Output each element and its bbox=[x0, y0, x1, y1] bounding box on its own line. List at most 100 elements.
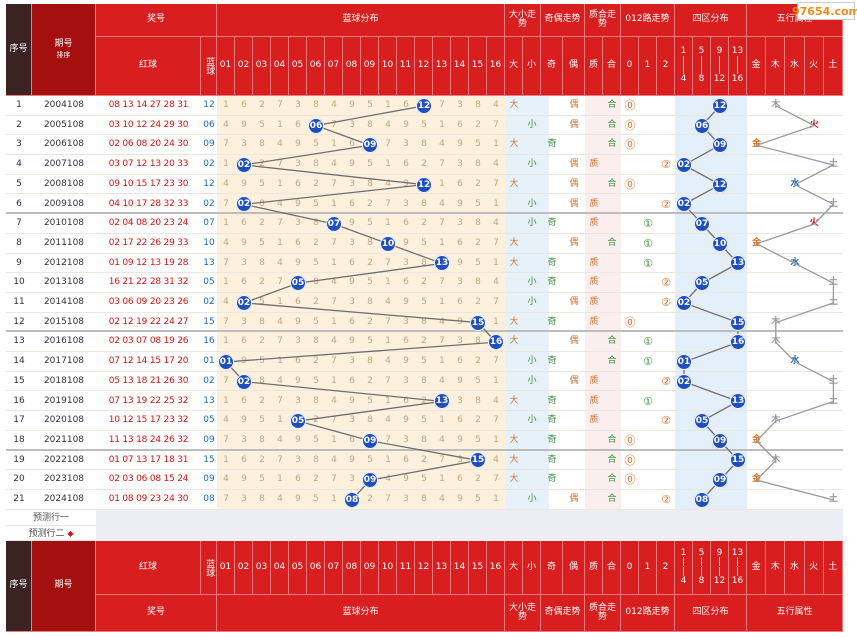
table-row[interactable]: 17 2020108 10 12 15 17 23 32 05 4 9 5 1 05 2 7 3 8 4 9… bbox=[6, 411, 843, 431]
zone-ball-marker[interactable]: 05 bbox=[694, 275, 710, 292]
table-row[interactable]: 12 2015108 02 12 19 22 24 27 15 7 3 8 4 9 5 1 6 2 7 3 8… bbox=[6, 313, 843, 333]
row-seq: 17 bbox=[13, 415, 25, 426]
zone-ball-marker[interactable]: 05 bbox=[694, 413, 710, 430]
blue-miss-value: 2 bbox=[475, 297, 481, 307]
table-row[interactable]: 5 2008108 09 10 15 17 23 30 12 4 9 5 1 6 2 7 3 8 4 9 12… bbox=[6, 175, 843, 195]
zone-ball-marker[interactable]: 16 bbox=[730, 334, 746, 351]
blue-miss-value: 7 bbox=[493, 356, 499, 367]
zone-ball-marker[interactable]: 13 bbox=[730, 393, 746, 410]
row-seq: 12 bbox=[13, 316, 25, 327]
sort-toggle[interactable]: 排序 bbox=[56, 50, 71, 59]
blue-miss-value: 9 bbox=[295, 316, 301, 327]
table-row[interactable]: 9 2012108 01 09 12 13 19 28 13 7 3 8 4 9 5 1 6 2 7 3 8 1… bbox=[6, 254, 843, 274]
blue-miss-value: 2 bbox=[259, 100, 265, 110]
zone-ball-marker[interactable]: 02 bbox=[676, 294, 692, 311]
zone-ball-marker[interactable]: 02 bbox=[676, 156, 692, 173]
blue-miss-value: 7 bbox=[223, 375, 229, 386]
blue-miss-value: 1 bbox=[439, 297, 445, 307]
blue-miss-value: 9 bbox=[349, 218, 355, 229]
blue-ball-marker[interactable]: 09 bbox=[362, 137, 378, 154]
table-row[interactable]: 6 2009108 04 10 17 28 32 33 02 7 02 8 4 9 5 1 6 2 7 3 8… bbox=[6, 195, 843, 215]
header-road012: 012路走势 bbox=[621, 4, 675, 37]
blue-ball-marker[interactable]: 16 bbox=[488, 334, 504, 351]
zone-ball-marker[interactable]: 08 bbox=[694, 491, 710, 508]
blue-ball-marker[interactable]: 02 bbox=[236, 156, 252, 173]
table-row[interactable]: 21 2024108 01 08 09 23 24 30 08 7 3 8 4 9 5 1 08 2 7 3… bbox=[6, 490, 843, 510]
zone-ball-marker[interactable]: 02 bbox=[676, 196, 692, 213]
col-wx-4: 土 bbox=[823, 541, 843, 595]
header-period[interactable]: 期号 排序 bbox=[32, 4, 96, 96]
predict-row-2[interactable]: 预测行二 ◆ bbox=[6, 526, 843, 541]
table-row[interactable]: 4 2007108 03 07 12 13 20 33 02 1 02 2 7 3 8 4 9 5 1 6 2… bbox=[6, 155, 843, 175]
blue-ball-marker[interactable]: 08 bbox=[344, 491, 360, 508]
predict-cells-1[interactable] bbox=[96, 510, 843, 526]
bs-zone-bg bbox=[505, 96, 549, 510]
zone-ball-marker[interactable]: 09 bbox=[712, 137, 728, 154]
zone-ball-marker[interactable]: 06 bbox=[694, 117, 710, 134]
blue-ball-marker[interactable]: 12 bbox=[416, 97, 432, 114]
blue-miss-value: 8 bbox=[313, 336, 319, 347]
table-row[interactable]: 2 2005108 03 10 12 24 29 30 06 4 9 5 1 6 06 7 3 8 4 9 5… bbox=[6, 116, 843, 136]
blue-miss-value: 5 bbox=[475, 139, 481, 150]
blue-miss-value: 5 bbox=[259, 237, 265, 248]
blue-ball-marker[interactable]: 02 bbox=[236, 373, 252, 390]
predict-cells-2[interactable] bbox=[96, 526, 843, 541]
table-row[interactable]: 18 2021108 11 13 18 24 26 32 09 7 3 8 4 9 5 1 6 09 7 3… bbox=[6, 431, 843, 451]
predict-row-1[interactable]: 预测行一 bbox=[6, 510, 843, 526]
blue-ball-marker[interactable]: 13 bbox=[434, 393, 450, 410]
blue-ball-marker[interactable]: 12 bbox=[416, 176, 432, 193]
blue-miss-value: 3 bbox=[403, 434, 409, 445]
table-row[interactable]: 10 2013108 16 21 22 28 31 32 05 1 6 2 7 05 8 4 9 5 1 6… bbox=[6, 273, 843, 293]
blue-ball-marker[interactable]: 13 bbox=[434, 255, 450, 272]
blue-ball-marker[interactable]: 10 bbox=[380, 235, 396, 252]
blue-ball-marker[interactable]: 09 bbox=[362, 432, 378, 449]
zone-ball-marker[interactable]: 07 bbox=[694, 216, 710, 233]
blue-ball-marker[interactable]: 07 bbox=[326, 216, 342, 233]
blue-ball-marker[interactable]: 09 bbox=[362, 472, 378, 489]
row-seq: 18 bbox=[13, 434, 25, 445]
blue-miss-value: 3 bbox=[403, 139, 409, 150]
table-row[interactable]: 16 2019108 07 13 19 22 25 32 13 1 6 2 7 3 8 4 9 5 1 6 2… bbox=[6, 392, 843, 412]
zone-ball-marker[interactable]: 15 bbox=[730, 452, 746, 469]
row-period: 2018108 bbox=[43, 375, 85, 386]
zone-ball-marker[interactable]: 02 bbox=[676, 373, 692, 390]
table-row[interactable]: 14 2017108 07 12 14 15 17 20 01 01 9 5 1 6 2 7 3 8 4 9… bbox=[6, 352, 843, 372]
blue-ball-marker[interactable]: 15 bbox=[470, 314, 486, 331]
blue-ball-marker[interactable]: 15 bbox=[470, 452, 486, 469]
blue-ball-marker[interactable]: 05 bbox=[290, 275, 306, 292]
table-row[interactable]: 7 2010108 02 04 08 20 23 24 07 1 6 2 7 3 8 07 9 5 1 6 2… bbox=[6, 214, 843, 234]
table-row[interactable]: 8 2011108 02 17 22 26 29 33 10 4 9 5 1 6 2 7 3 8 10 9 5… bbox=[6, 234, 843, 254]
blue-miss-value: 3 bbox=[457, 454, 463, 465]
zone-1-bot: 8 bbox=[698, 74, 705, 85]
blue-ball-marker[interactable]: 02 bbox=[236, 196, 252, 213]
oe-mark: 奇 bbox=[547, 395, 557, 406]
zone-ball-marker[interactable]: 09 bbox=[712, 472, 728, 489]
blue-miss-value: 5 bbox=[259, 297, 265, 307]
blue-ball-marker[interactable]: 06 bbox=[308, 117, 324, 134]
zone-ball-marker[interactable]: 13 bbox=[730, 255, 746, 272]
zone-ball-marker[interactable]: 12 bbox=[712, 97, 728, 114]
zone-sep: | bbox=[717, 55, 722, 66]
table-row[interactable]: 15 2018108 05 13 18 21 26 30 02 7 02 8 4 9 5 1 6 2 7 3… bbox=[6, 372, 843, 392]
header-zone4: 四区分布 bbox=[675, 4, 747, 37]
blue-miss-value: 4 bbox=[223, 474, 229, 485]
blue-miss-value: 4 bbox=[493, 159, 499, 170]
blue-miss-value: 4 bbox=[493, 395, 499, 406]
zone-ball-marker[interactable]: 15 bbox=[730, 314, 746, 331]
zone-ball-marker[interactable]: 12 bbox=[712, 176, 728, 193]
blue-ball-marker[interactable]: 02 bbox=[236, 294, 252, 311]
zone-ball-marker[interactable]: 01 bbox=[676, 353, 692, 370]
zone-ball-marker[interactable]: 10 bbox=[712, 235, 728, 252]
blue-ball-marker[interactable]: 05 bbox=[290, 413, 306, 430]
table-row[interactable]: 19 2022108 01 07 13 17 18 31 15 1 6 2 7 3 8 4 9 5 1 6 2… bbox=[6, 451, 843, 471]
blue-miss-value: 1 bbox=[331, 434, 337, 445]
oe-mark: 偶 bbox=[569, 494, 579, 504]
col-zone-2: 5 | | 8 bbox=[693, 37, 711, 96]
zone-ball-marker[interactable]: 09 bbox=[712, 432, 728, 449]
table-row[interactable]: 13 2016108 02 03 07 08 19 26 16 1 6 2 7 3 8 4 9 5 1 6 2… bbox=[6, 332, 843, 353]
table-row[interactable]: 11 2014108 03 06 09 20 23 26 02 4 02 5 1 6 2 7 3 8 4 9… bbox=[6, 293, 843, 313]
table-row[interactable]: 1 2004108 08 13 14 27 28 31 12 1 6 2 7 3 8 4 9 5 1 6 12… bbox=[6, 96, 843, 116]
table-row[interactable]: 3 2006108 02 06 08 20 24 30 09 7 3 8 4 9 5 1 6 09 7 3 8… bbox=[6, 135, 843, 156]
blue-ball-marker[interactable]: 01 bbox=[218, 353, 234, 370]
table-row[interactable]: 20 2023108 02 03 06 08 15 24 09 4 9 5 1 6 2 7 3 09 4 9… bbox=[6, 470, 843, 490]
